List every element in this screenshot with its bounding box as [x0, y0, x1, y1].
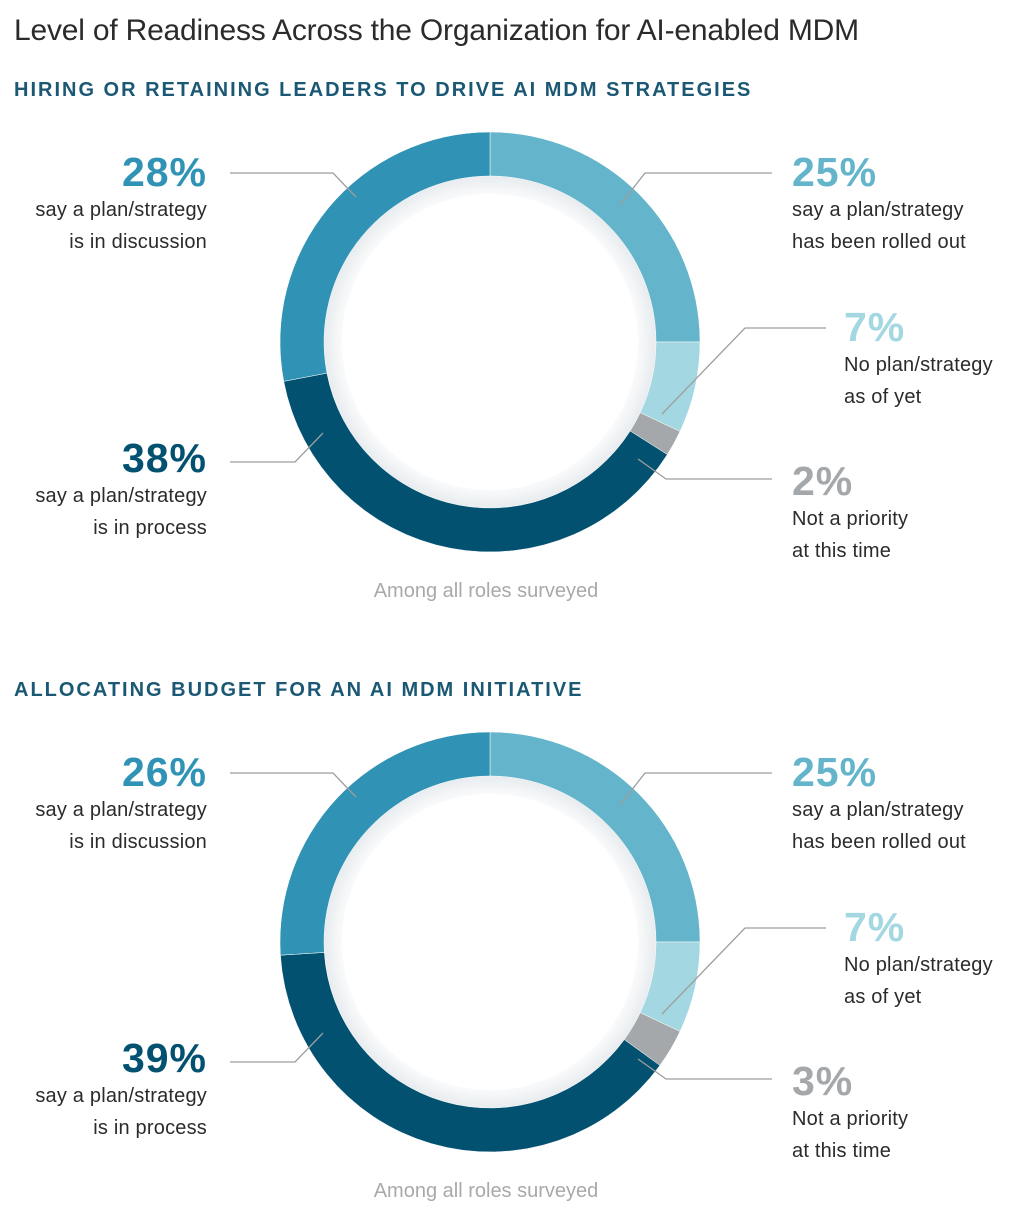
leader-line-discussion	[230, 172, 357, 198]
callout-line-2: has been rolled out	[792, 231, 966, 253]
callout-percent: 7%	[844, 304, 906, 350]
chart-main-title: Level of Readiness Across the Organizati…	[14, 14, 859, 47]
callout-line-2: at this time	[792, 540, 892, 562]
callout-discussion: 26% say a plan/strategy is in discussion	[0, 750, 207, 858]
callout-line-2: at this time	[792, 1140, 892, 1162]
donut-chart	[230, 731, 826, 1153]
callout-line-2: is in process	[93, 1117, 207, 1139]
leader-line-in-process	[230, 1032, 324, 1063]
callout-percent: 3%	[792, 1058, 854, 1104]
callout-percent: 25%	[792, 149, 878, 195]
leader-line-rolled-out	[619, 172, 772, 206]
donut-inner-fill	[342, 794, 638, 1090]
donut-inner-fill	[342, 194, 638, 490]
callout-percent: 39%	[121, 1035, 207, 1081]
panel-title: ALLOCATING BUDGET FOR AN AI MDM INITIATI…	[14, 679, 584, 701]
chart-footnote: Among all roles surveyed	[373, 580, 599, 602]
callout-line-2: as of yet	[844, 386, 922, 408]
callout-line-2: is in discussion	[69, 231, 207, 253]
callout-line-2: is in process	[93, 517, 207, 539]
leader-line-discussion	[230, 772, 357, 798]
callout-no-plan: 7% No plan/strategy as of yet	[844, 905, 1024, 1013]
callout-rolled-out: 25% say a plan/strategy has been rolled …	[792, 150, 1024, 258]
callout-line-1: Not a priority	[792, 508, 909, 530]
callout-percent: 7%	[844, 904, 906, 950]
donut-chart	[230, 131, 826, 553]
callout-in-process: 39% say a plan/strategy is in process	[0, 1036, 207, 1144]
leader-line-in-process	[230, 432, 324, 463]
callout-line-2: is in discussion	[69, 831, 207, 853]
callout-percent: 28%	[121, 149, 207, 195]
callout-line-1: say a plan/strategy	[792, 799, 964, 821]
donut-slice-in-process	[283, 372, 668, 553]
callout-percent: 38%	[121, 435, 207, 481]
callout-line-1: say a plan/strategy	[35, 1085, 207, 1107]
panel-title: HIRING OR RETAINING LEADERS TO DRIVE AI …	[14, 79, 753, 101]
donut-panel-hiring: HIRING OR RETAINING LEADERS TO DRIVE AI …	[0, 0, 1024, 602]
leader-line-no-plan	[661, 927, 826, 1015]
callout-no-plan: 7% No plan/strategy as of yet	[844, 305, 1024, 413]
callout-not-priority: 2% Not a priority at this time	[792, 459, 1024, 567]
donut-panel-budget: ALLOCATING BUDGET FOR AN AI MDM INITIATI…	[0, 600, 1024, 1202]
donut-slice-in-process	[280, 952, 661, 1153]
callout-not-priority: 3% Not a priority at this time	[792, 1059, 1024, 1167]
callout-line-2: as of yet	[844, 986, 922, 1008]
leader-line-rolled-out	[619, 772, 772, 806]
callout-line-1: say a plan/strategy	[792, 199, 964, 221]
chart-footnote: Among all roles surveyed	[373, 1180, 599, 1202]
callout-percent: 25%	[792, 749, 878, 795]
callout-line-1: No plan/strategy	[844, 954, 993, 976]
donut-slice-discussion	[279, 131, 491, 382]
callout-rolled-out: 25% say a plan/strategy has been rolled …	[792, 750, 1024, 858]
leader-line-not-priority	[637, 1058, 772, 1080]
leader-line-no-plan	[661, 327, 826, 415]
callout-line-1: Not a priority	[792, 1108, 909, 1130]
callout-percent: 26%	[121, 749, 207, 795]
callout-line-1: say a plan/strategy	[35, 485, 207, 507]
callout-line-1: say a plan/strategy	[35, 799, 207, 821]
callout-line-1: No plan/strategy	[844, 354, 993, 376]
callout-in-process: 38% say a plan/strategy is in process	[0, 436, 207, 544]
leader-line-not-priority	[637, 458, 772, 480]
callout-discussion: 28% say a plan/strategy is in discussion	[0, 150, 207, 258]
callout-line-2: has been rolled out	[792, 831, 966, 853]
callout-line-1: say a plan/strategy	[35, 199, 207, 221]
callout-percent: 2%	[792, 458, 854, 504]
donut-slice-discussion	[279, 731, 491, 956]
